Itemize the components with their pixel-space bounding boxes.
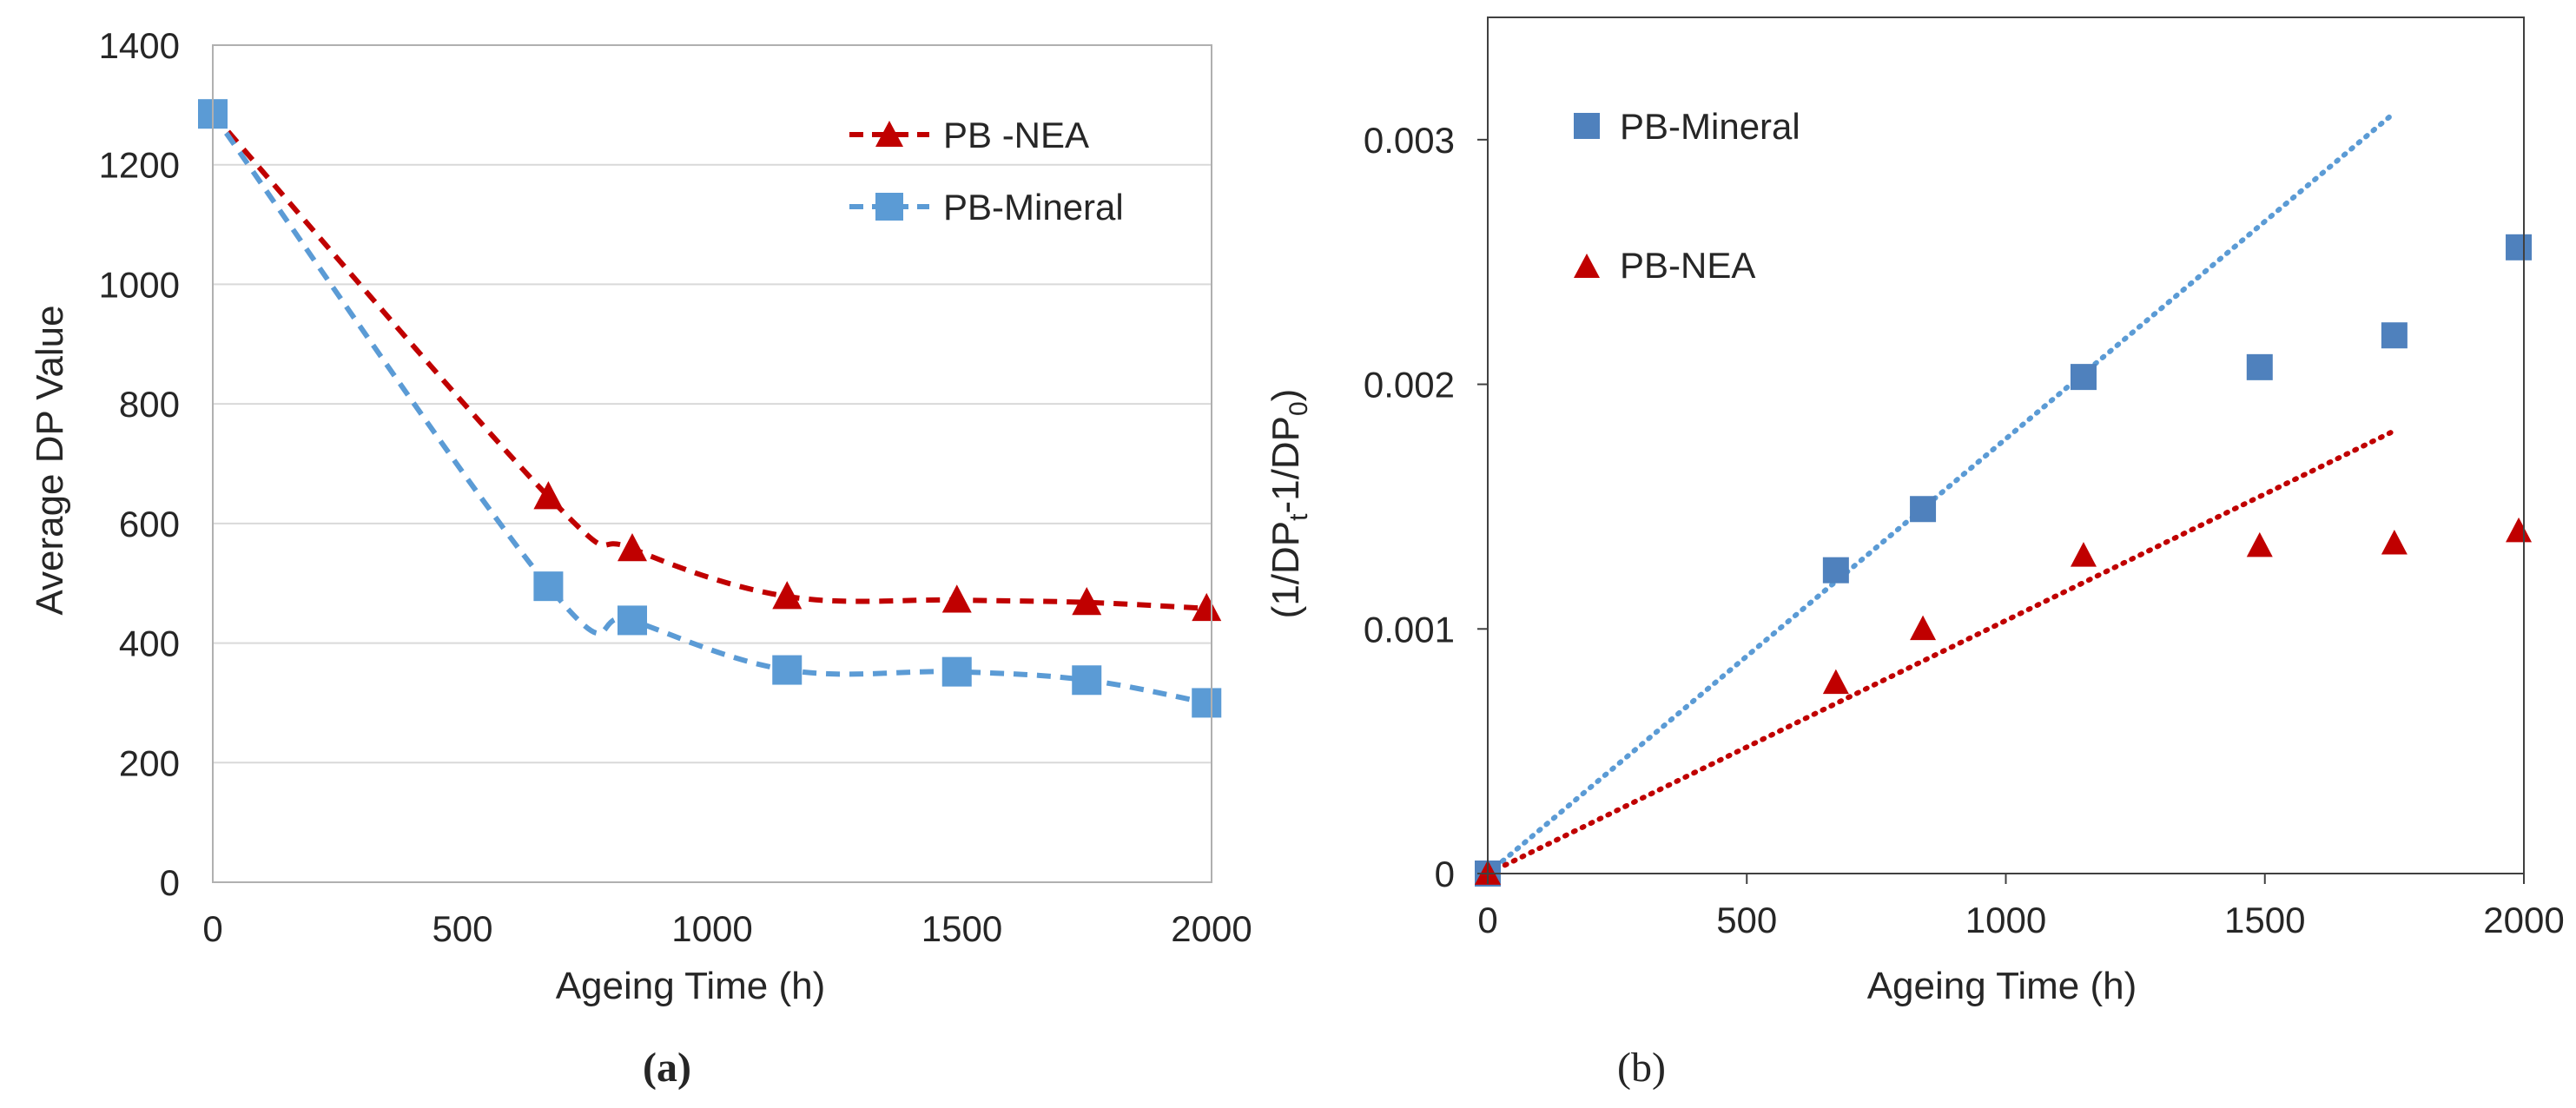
data-point-pb-nea: [1910, 615, 1937, 641]
x-tick-label: 1000: [671, 908, 752, 949]
y-tick-label: 0: [160, 862, 180, 903]
chart-b-markers: [1475, 234, 2533, 887]
chart-b-x-axis-label: Ageing Time (h): [1867, 965, 2137, 1007]
legend-label-pb-mineral: PB-Mineral: [943, 187, 1124, 228]
y-tick-label: 1400: [99, 25, 180, 66]
x-tick-label: 2000: [1171, 908, 1252, 949]
chart-a-grid: [213, 163, 1212, 764]
data-point-pb-mineral: [2070, 364, 2097, 391]
legend-label-pb-nea: PB-NEA: [1620, 245, 1755, 286]
data-point-pb-nea: [1822, 669, 1849, 695]
chart-a-y-tick-labels: 0 200 400 600 800 1000 1200 1400: [99, 25, 180, 903]
ylabel-part-mid: -1/DP: [1265, 416, 1307, 513]
chart-a-markers: [198, 98, 1222, 718]
chart-b-caption: (b): [1617, 1045, 1666, 1091]
data-point-pb-mineral: [1822, 557, 1849, 584]
y-tick-label: 800: [119, 384, 180, 425]
data-point-pb-nea: [772, 581, 803, 610]
legend-item-pb-mineral: PB-Mineral: [849, 187, 1124, 228]
x-tick-label: 1500: [2224, 900, 2305, 940]
y-tick-label: 0: [1435, 854, 1455, 894]
y-tick-label: 200: [119, 742, 180, 783]
chart-a-caption: (a): [643, 1045, 691, 1091]
series-line-pb-mineral: [210, 112, 1207, 706]
legend-label-pb-nea: PB -NEA: [943, 115, 1089, 155]
chart-a-series-lines: [210, 112, 1207, 706]
ylabel-part-main: (1/DP: [1265, 521, 1307, 618]
chart-b-y-tick-labels: 0 0.001 0.002 0.003: [1364, 120, 1488, 894]
y-tick-label: 0.002: [1364, 365, 1455, 406]
data-point-pb-nea: [941, 584, 972, 613]
chart-b-x-tick-labels: 0 500 1000 1500 2000: [1477, 874, 2565, 940]
chart-b: 0 0.001 0.002 0.003 0 500 1000 1500 2000 Ageing…: [1265, 16, 2565, 1091]
chart-b-y-axis-label: (1/DPt-1/DP0): [1265, 389, 1313, 619]
legend-label-pb-mineral: PB-Mineral: [1620, 106, 1800, 147]
data-point-pb-mineral: [533, 571, 564, 602]
legend-triangle-icon: [1574, 254, 1600, 278]
data-point-pb-nea: [2070, 542, 2097, 567]
x-tick-label: 0: [202, 908, 222, 949]
data-point-pb-mineral: [1192, 688, 1222, 718]
ylabel-part-end: ): [1265, 389, 1307, 402]
legend-square-icon: [875, 193, 903, 221]
data-point-pb-nea: [618, 533, 647, 562]
data-point-pb-nea: [2506, 517, 2533, 543]
data-point-pb-mineral: [2246, 353, 2273, 380]
x-tick-label: 0: [1477, 900, 1497, 940]
chart-a: 0 200 400 600 800 1000 1200 1400 0 500 1000 1500 20…: [29, 25, 1252, 1091]
ylabel-sub-t: t: [1285, 513, 1313, 521]
legend-item-pb-nea: PB-NEA: [1574, 245, 1755, 286]
y-tick-label: 0.001: [1364, 609, 1455, 650]
data-point-pb-nea: [1192, 592, 1222, 622]
legend-item-pb-nea: PB -NEA: [849, 115, 1089, 155]
trendline-pb-mineral: [1485, 109, 2397, 876]
data-point-pb-mineral: [2381, 322, 2408, 349]
data-point-pb-nea: [1072, 586, 1102, 616]
y-tick-label: 1000: [99, 264, 180, 305]
trendline-pb-nea: [1485, 428, 2397, 876]
legend-triangle-icon: [875, 121, 903, 147]
data-point-pb-nea: [533, 481, 564, 510]
ylabel-sub-0: 0: [1285, 401, 1313, 416]
data-point-pb-mineral: [772, 655, 803, 685]
chart-a-x-tick-labels: 0 500 1000 1500 2000: [202, 908, 1252, 949]
data-point-pb-mineral: [941, 656, 972, 687]
legend-item-pb-mineral: PB-Mineral: [1574, 106, 1800, 147]
chart-b-trendlines: [1485, 109, 2397, 876]
y-tick-label: 600: [119, 504, 180, 544]
series-line-pb-nea: [210, 112, 1207, 611]
data-point-pb-nea: [2381, 530, 2408, 555]
y-tick-label: 0.003: [1364, 120, 1455, 161]
x-tick-label: 500: [1716, 900, 1777, 940]
chart-a-plot-frame: [212, 44, 1212, 883]
x-tick-label: 1000: [1965, 900, 2046, 940]
chart-b-legend: PB-Mineral PB-NEA: [1574, 106, 1800, 286]
y-tick-label: 400: [119, 623, 180, 664]
chart-a-x-axis-label: Ageing Time (h): [556, 965, 826, 1007]
y-tick-label: 1200: [99, 145, 180, 186]
chart-a-y-axis-label: Average DP Value: [29, 305, 71, 615]
x-tick-label: 1500: [921, 908, 1002, 949]
data-point-pb-mineral: [1072, 665, 1102, 696]
chart-a-legend: PB -NEA PB-Mineral: [849, 115, 1124, 228]
data-point-pb-mineral: [618, 605, 647, 636]
data-point-pb-mineral: [2506, 234, 2533, 261]
x-tick-label: 2000: [2483, 900, 2564, 940]
legend-square-icon: [1574, 113, 1600, 139]
x-tick-label: 500: [432, 908, 492, 949]
data-point-pb-mineral: [1910, 496, 1937, 523]
data-point-pb-nea: [2246, 531, 2273, 557]
